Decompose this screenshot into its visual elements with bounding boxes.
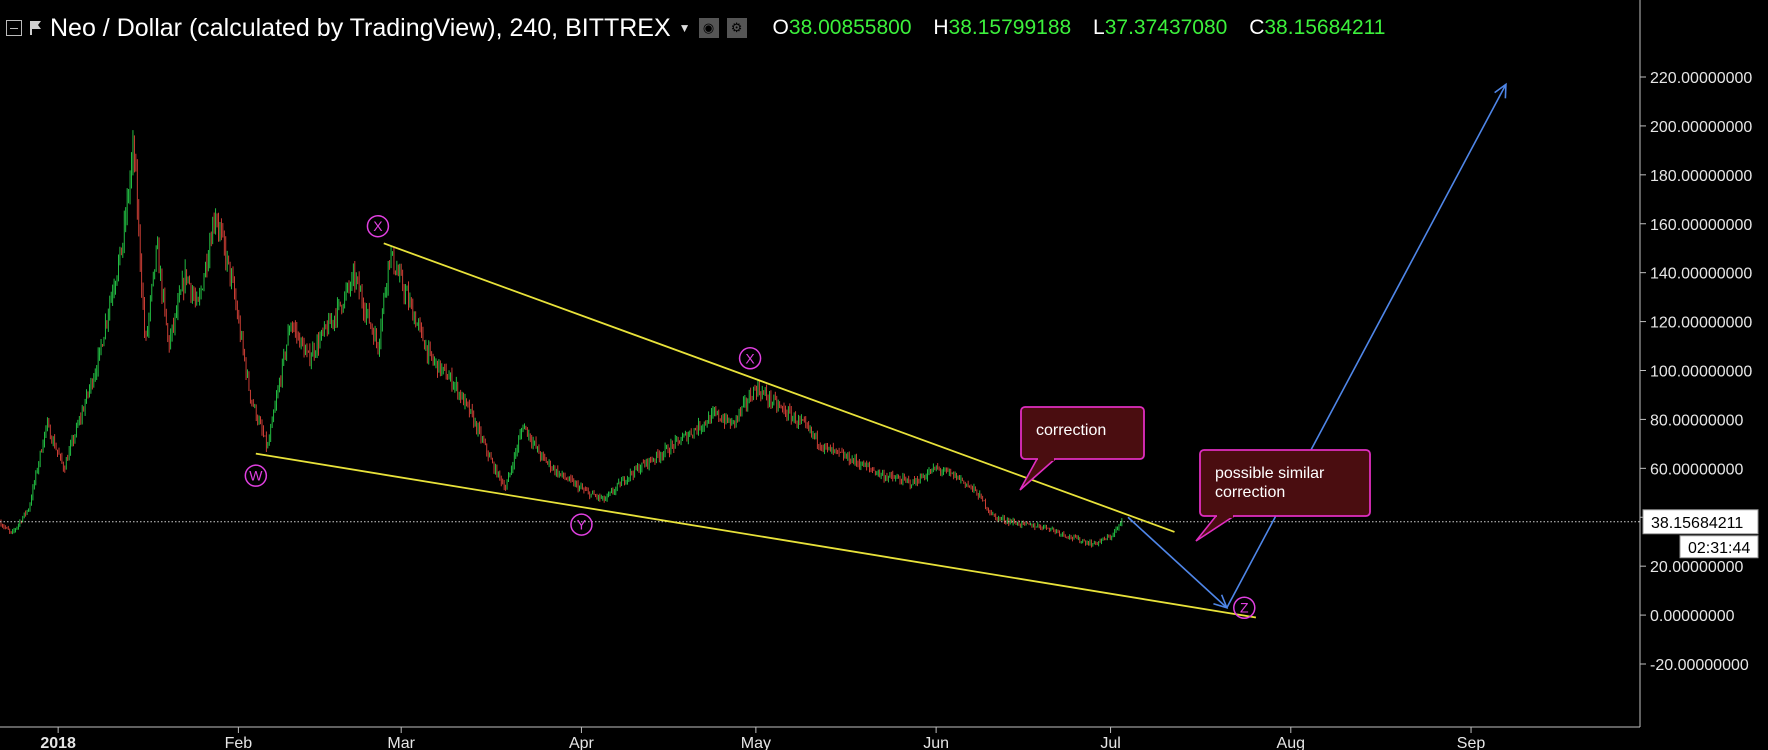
countdown-tag <box>1679 535 1759 559</box>
ohlc-close-value: 38.15684211 <box>1264 16 1386 39</box>
price-tick-label: 180.00000000 <box>1650 168 1752 185</box>
projection-up-arrow[interactable] <box>1226 83 1507 609</box>
ohlc-low-value: 37.37437080 <box>1104 16 1228 39</box>
gear-icon[interactable]: ⚙ <box>726 18 747 38</box>
time-tick-label: May <box>741 735 771 750</box>
time-tick-label: Sep <box>1457 735 1486 750</box>
callout-box <box>1020 406 1145 460</box>
last-price-tag <box>1642 509 1759 535</box>
countdown-label: 02:31:44 <box>1688 540 1750 557</box>
callout-join <box>1217 514 1233 518</box>
ohlc-open-value: 38.00855800 <box>788 16 912 39</box>
wave-label-circle <box>570 513 593 536</box>
wave-label-x[interactable]: X <box>366 214 390 238</box>
callout-box <box>1199 449 1371 517</box>
price-tick-label: -20.00000000 <box>1650 657 1749 674</box>
last-price-label: 38.15684211 <box>1651 515 1743 532</box>
time-axis[interactable]: 2018 Feb Mar Apr May Jun Jul Aug Sep <box>0 726 1640 750</box>
projection-up-arrow-head <box>1494 82 1507 99</box>
flag-icon <box>30 21 41 35</box>
time-tick-label: Jun <box>923 735 949 750</box>
callout-pointer <box>1019 458 1058 491</box>
ohlc-open-key: O <box>772 16 789 39</box>
wave-label-w[interactable]: W <box>244 464 268 487</box>
wave-label-x[interactable]: X <box>738 347 762 370</box>
callout-correction[interactable]: correction <box>1019 406 1145 491</box>
chart-header: Neo / Dollar (calculated by TradingView)… <box>6 12 1385 44</box>
collapse-icon[interactable] <box>6 20 22 36</box>
callout-text: correction <box>1036 422 1106 439</box>
time-tick-label: Apr <box>569 735 595 750</box>
price-tick-label: 220.00000000 <box>1650 70 1752 87</box>
wave-label-text: X <box>745 350 755 366</box>
ohlc-readout: O38.00855800 H38.15799188 L37.37437080 C… <box>757 16 1386 40</box>
price-tick-label: 20.00000000 <box>1650 559 1744 576</box>
symbol-title[interactable]: Neo / Dollar (calculated by TradingView)… <box>50 13 671 42</box>
time-tick-label: Feb <box>225 735 253 750</box>
wave-label-circle <box>1233 596 1256 619</box>
price-axis[interactable]: 220.00000000 200.00000000 180.00000000 160.… <box>1639 0 1759 727</box>
price-tick-label: 100.00000000 <box>1650 364 1752 381</box>
time-tick-label: 2018 <box>40 735 76 750</box>
price-tick-label: 60.00000000 <box>1650 461 1744 478</box>
callout-join <box>1038 457 1054 461</box>
wave-label-text: Y <box>577 517 587 533</box>
price-tick-label: 120.00000000 <box>1650 315 1752 332</box>
price-tick-label: 80.00000000 <box>1650 412 1744 429</box>
ohlc-low-key: L <box>1093 16 1105 39</box>
chevron-down-icon[interactable]: ▼ <box>678 21 691 35</box>
wave-label-circle <box>366 214 390 238</box>
time-tick-label: Mar <box>387 735 415 750</box>
price-tick-label: 140.00000000 <box>1650 266 1752 283</box>
time-tick-label: Jul <box>1100 735 1120 750</box>
wave-label-text: W <box>249 468 263 484</box>
wave-label-z[interactable]: Z <box>1233 596 1256 619</box>
price-tick-label: 160.00000000 <box>1650 217 1752 234</box>
ohlc-high-key: H <box>933 16 949 39</box>
ohlc-high-value: 38.15799188 <box>948 16 1072 39</box>
wave-label-y[interactable]: Y <box>570 513 593 536</box>
ohlc-close-key: C <box>1249 16 1265 39</box>
upper-trendline[interactable] <box>383 242 1175 533</box>
callout-text: possible similar correction <box>1215 465 1325 501</box>
candles-layer <box>0 130 1123 548</box>
wave-label-circle <box>738 347 762 370</box>
lower-trendline[interactable] <box>255 452 1257 619</box>
projection-down-arrow[interactable] <box>1127 516 1228 609</box>
price-tick-label: 200.00000000 <box>1650 119 1752 136</box>
price-tick-label: 0.00000000 <box>1650 608 1735 625</box>
wave-label-text: Z <box>1240 600 1249 616</box>
callout-similar-correction[interactable]: possible similar correction <box>1195 449 1371 542</box>
time-tick-label: Aug <box>1277 735 1305 750</box>
wave-label-text: X <box>373 218 383 234</box>
wave-label-circle <box>244 464 268 487</box>
eye-icon[interactable]: ◉ <box>698 18 719 38</box>
callout-pointer <box>1195 515 1237 542</box>
